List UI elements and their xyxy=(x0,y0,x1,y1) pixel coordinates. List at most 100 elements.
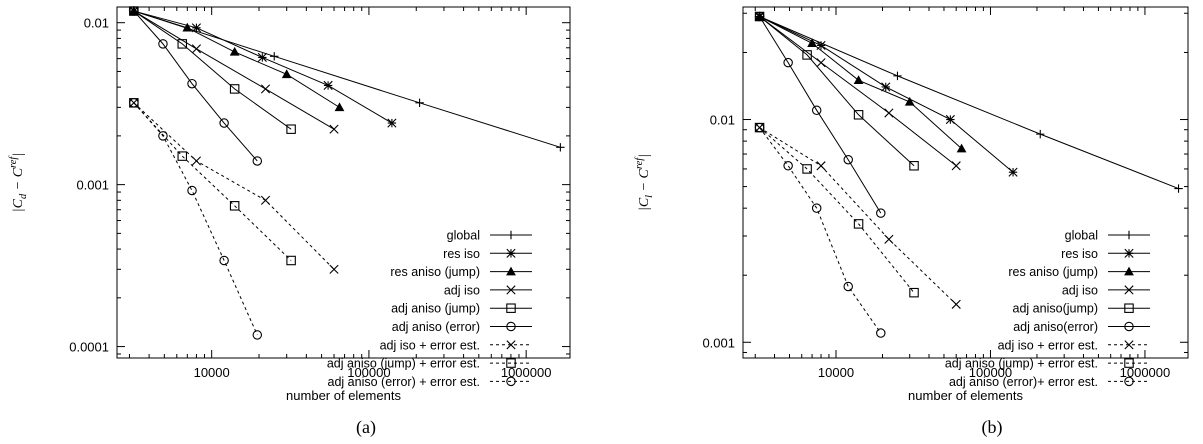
series-line xyxy=(133,102,258,336)
data-point xyxy=(816,40,826,51)
data-point xyxy=(323,80,333,90)
data-point xyxy=(191,156,202,166)
data-point xyxy=(945,114,955,125)
x-axis-label: number of elements xyxy=(908,388,1023,403)
y-axis-label: |Cl − Cref| xyxy=(634,154,655,211)
x-tick-label: 10000 xyxy=(818,365,854,380)
series-adj-aniso-jump- xyxy=(129,6,296,134)
x-tick-label: 10000 xyxy=(194,365,230,380)
data-point xyxy=(754,122,765,133)
data-point xyxy=(1174,184,1183,193)
y-axis-label-part: l xyxy=(644,195,655,198)
series-res-aniso-jump- xyxy=(754,11,967,153)
data-point xyxy=(177,39,188,49)
data-point xyxy=(881,82,891,92)
legend-marker xyxy=(506,358,516,368)
legend-marker xyxy=(1124,266,1134,276)
data-point xyxy=(816,161,826,171)
legend-marker xyxy=(506,376,516,387)
data-point xyxy=(909,287,919,298)
data-point xyxy=(876,328,886,338)
legend-label: adj aniso (jump) + error est. xyxy=(327,357,480,371)
legend-label: res aniso (jump) xyxy=(1008,265,1098,279)
legend-label: adj iso xyxy=(444,283,480,297)
y-axis-label-part: |C xyxy=(637,197,652,211)
data-point xyxy=(187,185,197,196)
chart-panel-a: 10000 100000 1000000 0.0001 0.001 0.01 number … xyxy=(8,6,571,438)
x-tick-label: 100000 xyxy=(347,365,390,380)
data-point xyxy=(843,281,853,292)
data-point xyxy=(229,84,240,94)
series-line xyxy=(133,10,292,130)
data-point xyxy=(1036,129,1045,139)
legend-label: adj iso + error est. xyxy=(380,338,480,352)
data-point xyxy=(191,44,202,54)
data-point xyxy=(260,84,271,94)
legend-marker xyxy=(1124,285,1134,295)
data-point xyxy=(187,78,197,89)
legend-marker xyxy=(506,248,516,258)
data-point xyxy=(556,143,565,152)
data-point xyxy=(286,255,296,266)
data-point xyxy=(783,161,793,171)
series-line xyxy=(133,102,335,270)
series-line xyxy=(759,127,957,305)
y-tick-label: 0.0001 xyxy=(69,340,109,355)
y-axis-label-part: ref xyxy=(634,156,645,169)
series-adj-aniso-jump-error-est- xyxy=(129,98,296,266)
data-point xyxy=(909,161,919,171)
data-point xyxy=(884,108,894,118)
panel-label: (b) xyxy=(982,417,1003,438)
series-adj-iso xyxy=(754,11,961,171)
y-tick-label: 0.001 xyxy=(702,335,735,350)
legend-marker xyxy=(506,303,516,313)
data-point xyxy=(884,234,894,244)
legend-marker xyxy=(506,266,516,276)
data-point xyxy=(129,6,139,16)
legend-label: adj aniso (error) xyxy=(392,320,480,334)
series-line xyxy=(759,16,1014,173)
data-point xyxy=(904,96,915,106)
x-axis-label: number of elements xyxy=(286,388,401,403)
series-line xyxy=(133,10,258,162)
data-point xyxy=(893,71,902,81)
legend-marker xyxy=(506,230,516,240)
series-line xyxy=(759,16,957,167)
legend-label: adj iso + error est. xyxy=(998,338,1098,352)
y-axis-label-part: ref xyxy=(8,155,19,168)
x-tick-label: 100000 xyxy=(969,365,1012,380)
data-point xyxy=(260,195,271,205)
series-adj-iso xyxy=(129,6,339,134)
data-point xyxy=(951,299,961,309)
legend-label: res aniso (jump) xyxy=(390,265,480,279)
y-axis-label: |Cd − Cref| xyxy=(8,153,29,212)
y-axis-label-part: | xyxy=(637,154,652,158)
data-point xyxy=(951,161,961,171)
series-adj-iso-error-est- xyxy=(129,98,339,274)
data-point xyxy=(158,39,168,49)
panel-label: (a) xyxy=(356,417,376,438)
legend-label: adj aniso (jump) xyxy=(391,302,480,316)
y-axis-label-part: | xyxy=(11,153,26,157)
legend-marker xyxy=(1124,321,1134,332)
series-line xyxy=(759,16,882,214)
legend-marker xyxy=(1124,230,1134,240)
data-point xyxy=(843,154,853,165)
legend-marker xyxy=(506,285,516,295)
data-point xyxy=(387,118,397,128)
legend-label: adj aniso (error)+ error est. xyxy=(949,375,1098,389)
legend-marker xyxy=(1124,248,1134,258)
data-point xyxy=(252,156,263,166)
data-point xyxy=(956,143,967,153)
y-axis-label-part: |C xyxy=(11,198,26,212)
legend-label: adj aniso (jump) + error est. xyxy=(945,357,1098,371)
data-point xyxy=(129,98,139,108)
data-point xyxy=(816,58,826,68)
data-point xyxy=(219,118,229,128)
data-point xyxy=(802,50,812,60)
data-point xyxy=(252,330,263,340)
legend-marker xyxy=(1124,303,1134,313)
x-tick-label: 1000000 xyxy=(1120,365,1171,380)
y-axis-label-part: − C xyxy=(637,168,652,194)
data-point xyxy=(783,57,793,68)
